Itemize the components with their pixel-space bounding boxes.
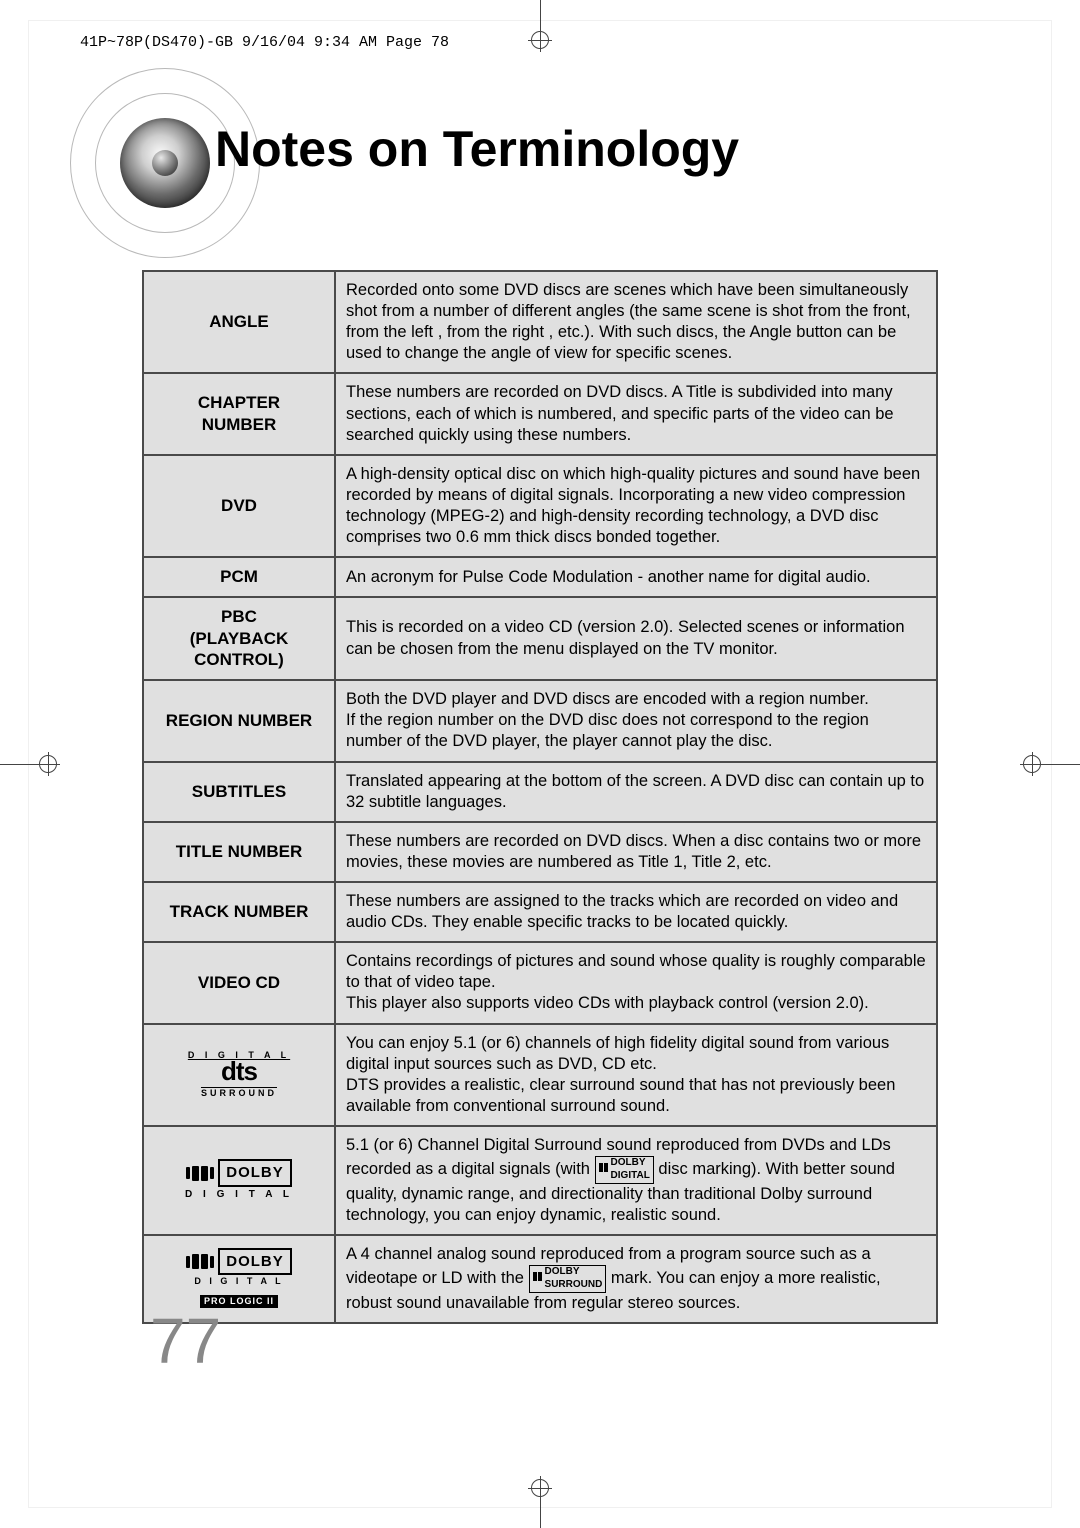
definition-cell: A high-density optical disc on which hig… [335, 455, 937, 557]
terminology-table: ANGLERecorded onto some DVD discs are sc… [142, 270, 938, 1324]
definition-cell: This is recorded on a video CD (version … [335, 597, 937, 680]
term-row: DOLBYD I G I T A L 5.1 (or 6) Channel Dig… [143, 1126, 937, 1235]
crop-register [39, 755, 57, 773]
term-row: TITLE NUMBERThese numbers are recorded o… [143, 822, 937, 882]
term-cell: VIDEO CD [143, 942, 335, 1023]
definition-cell: 5.1 (or 6) Channel Digital Surround soun… [335, 1126, 937, 1235]
term-row: PBC(PLAYBACKCONTROL)This is recorded on … [143, 597, 937, 680]
definition-cell: These numbers are recorded on DVD discs.… [335, 373, 937, 454]
definition-cell: These numbers are recorded on DVD discs.… [335, 822, 937, 882]
page-title: Notes on Terminology [215, 120, 739, 178]
crop-register [531, 1479, 549, 1497]
term-cell: CHAPTERNUMBER [143, 373, 335, 454]
definition-cell: A 4 channel analog sound reproduced from… [335, 1235, 937, 1323]
term-row: DOLBYD I G I T A LPRO LOGIC IIA 4 channe… [143, 1235, 937, 1323]
term-row: CHAPTERNUMBERThese numbers are recorded … [143, 373, 937, 454]
page-number: 77 [150, 1304, 221, 1378]
term-row: ANGLERecorded onto some DVD discs are sc… [143, 271, 937, 373]
term-cell: TITLE NUMBER [143, 822, 335, 882]
crop-register [1023, 755, 1041, 773]
term-cell: D I G I T A LdtsSURROUND [143, 1024, 335, 1126]
term-row: D I G I T A LdtsSURROUNDYou can enjoy 5.… [143, 1024, 937, 1126]
dolby-prologic-logo: DOLBYD I G I T A LPRO LOGIC II [154, 1248, 324, 1309]
term-row: DVDA high-density optical disc on which … [143, 455, 937, 557]
term-row: PCMAn acronym for Pulse Code Modulation … [143, 557, 937, 597]
definition-cell: You can enjoy 5.1 (or 6) channels of hig… [335, 1024, 937, 1126]
term-cell: DVD [143, 455, 335, 557]
dts-logo: D I G I T A LdtsSURROUND [154, 1050, 324, 1100]
definition-cell: An acronym for Pulse Code Modulation - a… [335, 557, 937, 597]
definition-cell: Translated appearing at the bottom of th… [335, 762, 937, 822]
term-cell: TRACK NUMBER [143, 882, 335, 942]
term-cell: PBC(PLAYBACKCONTROL) [143, 597, 335, 680]
term-cell: DOLBYD I G I T A L [143, 1126, 335, 1235]
definition-cell: Both the DVD player and DVD discs are en… [335, 680, 937, 761]
term-cell: SUBTITLES [143, 762, 335, 822]
term-cell: ANGLE [143, 271, 335, 373]
definition-cell: Recorded onto some DVD discs are scenes … [335, 271, 937, 373]
print-header: 41P~78P(DS470)-GB 9/16/04 9:34 AM Page 7… [80, 34, 449, 51]
term-row: VIDEO CDContains recordings of pictures … [143, 942, 937, 1023]
term-row: SUBTITLESTranslated appearing at the bot… [143, 762, 937, 822]
term-row: TRACK NUMBERThese numbers are assigned t… [143, 882, 937, 942]
definition-cell: These numbers are assigned to the tracks… [335, 882, 937, 942]
dolby-digital-logo: DOLBYD I G I T A L [154, 1159, 324, 1201]
crop-register [531, 31, 549, 49]
term-cell: REGION NUMBER [143, 680, 335, 761]
definition-cell: Contains recordings of pictures and soun… [335, 942, 937, 1023]
term-row: REGION NUMBERBoth the DVD player and DVD… [143, 680, 937, 761]
term-cell: PCM [143, 557, 335, 597]
